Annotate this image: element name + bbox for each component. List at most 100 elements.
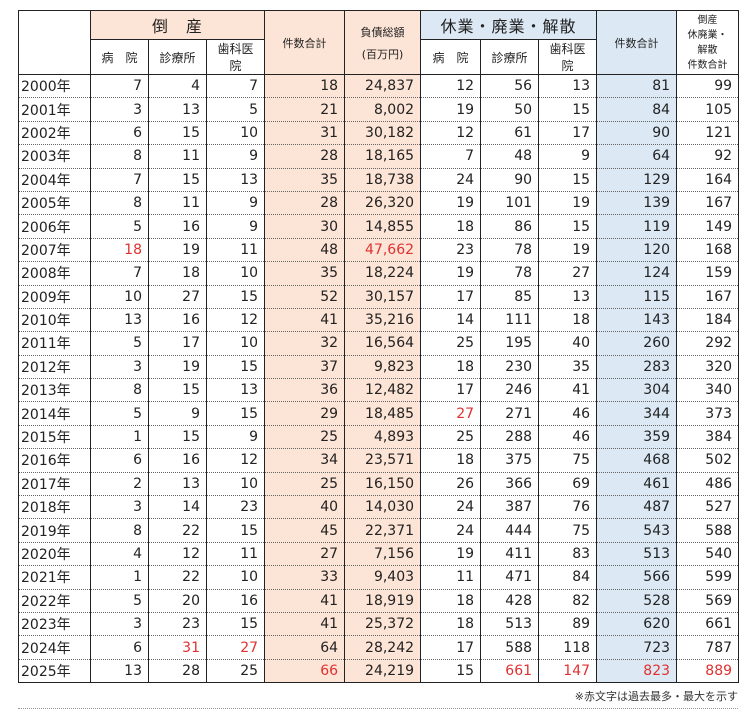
bankruptcy-dental-cell: 13 [205, 378, 266, 403]
bankruptcy-total-cell: 48 [264, 237, 346, 263]
closure-clinic-cell: 230 [480, 354, 540, 380]
bankruptcy-clinic-cell: 15 [148, 167, 207, 192]
bankruptcy-dental-cell: 15 [205, 611, 266, 637]
closure-dental-cell: 46 [538, 401, 598, 426]
year-cell: 2012年 [18, 354, 91, 380]
closure-hospital-cell: 24 [420, 518, 482, 543]
closure-dental-cell: 17 [538, 120, 598, 146]
debt-total-cell: 30,182 [344, 120, 422, 146]
bankruptcy-total-cell: 41 [264, 307, 346, 333]
debt-total-cell: 14,855 [344, 214, 422, 239]
grand-total-cell: 167 [676, 284, 740, 309]
bankruptcy-clinic-cell: 28 [148, 658, 207, 684]
grand-total-cell: 569 [676, 588, 740, 613]
bankruptcy-total-cell: 40 [264, 495, 346, 520]
closure-total-cell: 124 [596, 261, 678, 286]
debt-total-cell: 47,662 [344, 237, 422, 263]
table-row: 2004年 7 15 13 35 18,738 24 90 15 129 164 [18, 167, 740, 192]
closure-hospital-cell: 18 [420, 354, 482, 380]
bankruptcy-total-cell: 66 [264, 658, 346, 684]
grand-total-label-1: 倒産 [697, 14, 718, 26]
bankruptcy-hospital-cell: 2 [90, 471, 149, 497]
closure-hospital-cell: 25 [420, 331, 482, 356]
bankruptcy-clinic-cell: 13 [148, 97, 207, 122]
bankruptcy-total-cell: 45 [264, 518, 346, 543]
table-row: 2021年 1 22 10 33 9,403 11 471 84 566 599 [18, 565, 740, 590]
table-row: 2005年 8 11 9 28 26,320 19 101 19 139 167 [18, 190, 740, 216]
debt-total-cell: 18,485 [344, 401, 422, 426]
closure-hospital-cell: 14 [420, 307, 482, 333]
closure-hospital-cell: 19 [420, 190, 482, 216]
bankruptcy-dental-cell: 9 [205, 214, 266, 239]
year-cell: 2004年 [18, 167, 91, 192]
bankruptcy-hospital-cell: 1 [90, 424, 149, 450]
closure-clinic-cell: 111 [480, 307, 540, 333]
year-cell: 2003年 [18, 144, 91, 169]
closure-total-cell: 90 [596, 120, 678, 146]
grand-total-cell: 540 [676, 541, 740, 567]
closure-dental-cell: 40 [538, 331, 598, 356]
closure-clinic-cell: 86 [480, 214, 540, 239]
closure-hospital-cell: 15 [420, 658, 482, 684]
bankruptcy-dental-cell: 13 [205, 167, 266, 192]
bankruptcy-hospital-cell: 5 [90, 331, 149, 356]
grand-total-cell: 340 [676, 378, 740, 403]
closure-clinic-header: 診療所 [480, 39, 540, 75]
bankruptcy-hospital-cell: 8 [90, 144, 149, 169]
bankruptcy-clinic-cell: 18 [148, 261, 207, 286]
grand-total-cell: 164 [676, 167, 740, 192]
bankruptcy-total-cell: 29 [264, 401, 346, 426]
closure-clinic-cell: 588 [480, 635, 540, 660]
closure-clinic-cell: 411 [480, 541, 540, 567]
debt-total-header: 負債総額 (百万円) [344, 10, 422, 75]
closure-dental-cell: 46 [538, 424, 598, 450]
bankruptcy-clinic-cell: 4 [148, 73, 207, 99]
bankruptcy-clinic-cell: 15 [148, 424, 207, 450]
closure-hospital-cell: 7 [420, 144, 482, 169]
closure-hospital-cell: 18 [420, 588, 482, 613]
closure-clinic-cell: 85 [480, 284, 540, 309]
year-cell: 2023年 [18, 611, 91, 637]
bankruptcy-clinic-cell: 23 [148, 611, 207, 637]
closure-clinic-cell: 48 [480, 144, 540, 169]
medical-bankruptcy-table: 倒 産 件数合計 負債総額 (百万円) 休業・廃業・解散 件数合計 倒産 休廃業… [18, 10, 740, 684]
bankruptcy-total-cell: 52 [264, 284, 346, 309]
bankruptcy-clinic-cell: 27 [148, 284, 207, 309]
year-cell: 2020年 [18, 541, 91, 567]
closure-hospital-cell: 12 [420, 73, 482, 99]
bankruptcy-hospital-cell: 5 [90, 214, 149, 239]
year-cell: 2005年 [18, 190, 91, 216]
table-row: 2017年 2 13 10 25 16,150 26 366 69 461 486 [18, 471, 740, 497]
bankruptcy-dental-cell: 7 [205, 73, 266, 99]
closure-clinic-cell: 195 [480, 331, 540, 356]
table-row: 2019年 8 22 15 45 22,371 24 444 75 543 588 [18, 518, 740, 543]
bankruptcy-clinic-cell: 11 [148, 144, 207, 169]
debt-total-cell: 16,564 [344, 331, 422, 356]
closure-clinic-cell: 56 [480, 73, 540, 99]
table-row: 2011年 5 17 10 32 16,564 25 195 40 260 292 [18, 331, 740, 356]
bankruptcy-clinic-cell: 16 [148, 448, 207, 473]
closure-clinic-cell: 271 [480, 401, 540, 426]
closure-total-cell: 139 [596, 190, 678, 216]
table-row: 2015年 1 15 9 25 4,893 25 288 46 359 384 [18, 424, 740, 450]
closure-clinic-cell: 387 [480, 495, 540, 520]
closure-dental-cell: 41 [538, 378, 598, 403]
closure-dental-cell: 75 [538, 518, 598, 543]
closure-dental-cell: 35 [538, 354, 598, 380]
bankruptcy-hospital-cell: 6 [90, 120, 149, 146]
bankruptcy-hospital-cell: 7 [90, 261, 149, 286]
bankruptcy-hospital-cell: 18 [90, 237, 149, 263]
grand-total-cell: 787 [676, 635, 740, 660]
closure-total-cell: 304 [596, 378, 678, 403]
closure-hospital-cell: 27 [420, 401, 482, 426]
table-row: 2012年 3 19 15 37 9,823 18 230 35 283 320 [18, 354, 740, 380]
closure-clinic-cell: 78 [480, 237, 540, 263]
year-cell: 2001年 [18, 97, 91, 122]
closure-total-cell: 143 [596, 307, 678, 333]
bankruptcy-total-cell: 21 [264, 97, 346, 122]
bankruptcy-hospital-cell: 8 [90, 190, 149, 216]
closure-dental-cell: 75 [538, 448, 598, 473]
bankruptcy-count-total-header: 件数合計 [264, 10, 346, 75]
closure-total-cell: 823 [596, 658, 678, 684]
year-cell: 2010年 [18, 307, 91, 333]
